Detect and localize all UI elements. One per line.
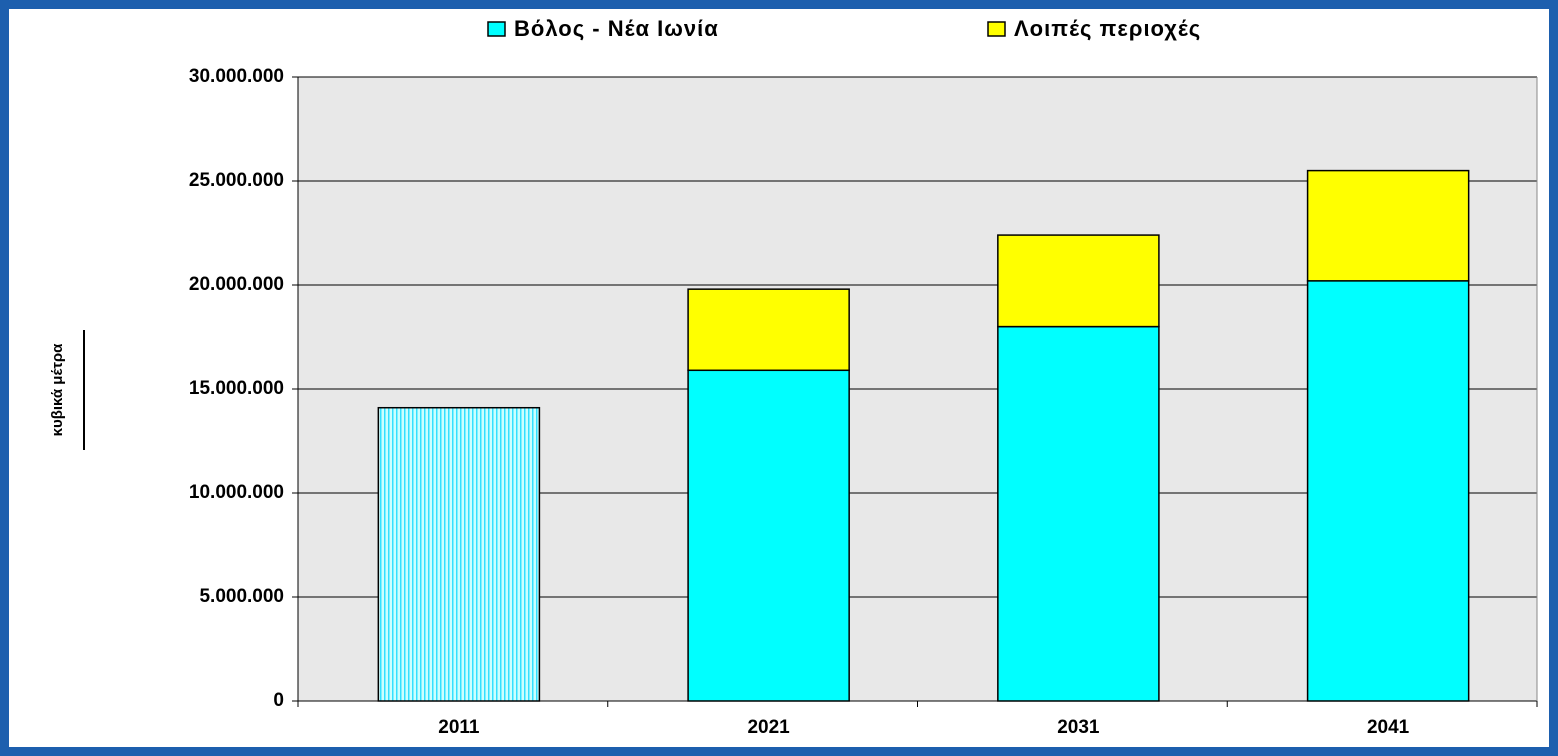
y-tick-label: 20.000.000 (189, 274, 284, 295)
y-tick-label: 10.000.000 (189, 482, 284, 503)
x-tick-label: 2041 (1367, 717, 1410, 738)
x-tick-label: 2031 (1057, 717, 1100, 738)
x-tick-label: 2021 (747, 717, 790, 738)
legend-swatch (987, 21, 1006, 37)
y-tick-label: 5.000.000 (199, 586, 284, 607)
bar-segment (687, 369, 850, 702)
bar-segment (1306, 169, 1470, 282)
y-tick-label: 15.000.000 (189, 378, 284, 399)
y-axis-label: κυβικά μέτρα (49, 343, 66, 437)
bar-segment (377, 406, 541, 702)
y-tick-label: 0 (273, 690, 284, 711)
y-tick-label: 30.000.000 (189, 66, 284, 87)
bar-segment (997, 234, 1160, 328)
legend-swatch (487, 21, 506, 37)
legend-label: Λοιπές περιοχές (1014, 16, 1201, 41)
bar-segment (687, 288, 850, 372)
bar-segment (1306, 280, 1470, 702)
bar-segment (997, 325, 1160, 702)
x-tick-label: 2011 (438, 717, 480, 738)
y-tick-label: 25.000.000 (189, 170, 284, 191)
legend-label: Βόλος - Νέα Ιωνία (514, 16, 719, 41)
